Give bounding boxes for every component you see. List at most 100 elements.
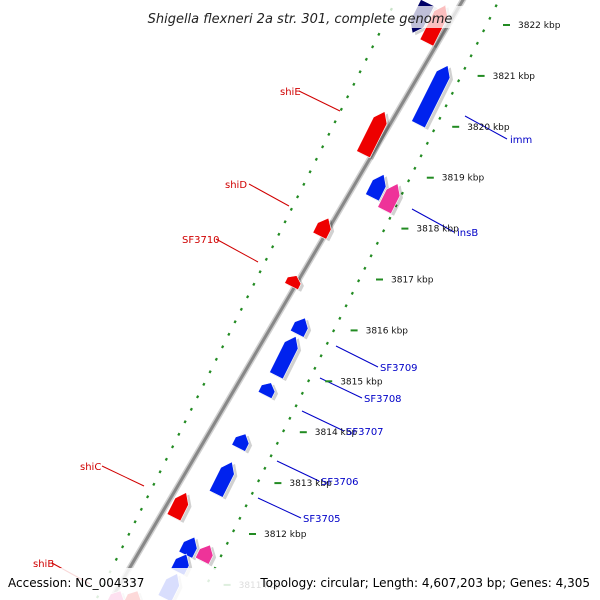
outer-tick <box>264 257 268 261</box>
outer-tick <box>302 182 306 186</box>
outer-tick <box>146 495 150 499</box>
label-leader <box>464 115 508 140</box>
outer-tick <box>296 195 300 199</box>
outer-tick <box>233 320 237 324</box>
gene-label-imm[interactable]: imm <box>510 135 532 146</box>
outer-tick <box>271 245 275 249</box>
inner-tick <box>494 4 498 8</box>
outer-tick <box>252 282 256 286</box>
inner-tick <box>463 66 467 70</box>
outer-tick <box>114 557 118 561</box>
gene-label-sf3706[interactable]: SF3706 <box>321 477 359 488</box>
inner-tick <box>400 191 404 195</box>
gene-feature[interactable] <box>365 173 387 202</box>
outer-tick <box>171 445 175 449</box>
gene-label-sf3705[interactable]: SF3705 <box>303 514 341 525</box>
inner-tick <box>275 441 279 445</box>
outer-tick <box>371 45 375 49</box>
gene-label-shib[interactable]: shiB <box>33 559 54 570</box>
outer-tick <box>139 507 143 511</box>
gene-feature[interactable] <box>356 111 388 159</box>
inner-tick <box>325 341 329 345</box>
inner-tick <box>225 541 229 545</box>
genome-summary-text: Topology: circular; Length: 4,607,203 bp… <box>259 576 590 590</box>
outer-tick <box>358 70 362 74</box>
outer-tick <box>158 470 162 474</box>
gene-feature[interactable] <box>257 382 276 400</box>
outer-tick <box>352 82 356 86</box>
outer-tick <box>164 457 168 461</box>
inner-tick <box>419 154 423 158</box>
label-leader <box>411 208 455 233</box>
outer-tick <box>277 232 281 236</box>
inner-tick <box>407 179 411 183</box>
outer-tick <box>246 295 250 299</box>
label-leader <box>301 410 345 432</box>
scale-label: 3812 kbp <box>264 530 307 540</box>
inner-tick <box>457 79 461 83</box>
outer-tick <box>364 57 368 61</box>
inner-tick <box>394 204 398 208</box>
outer-tick <box>221 345 225 349</box>
label-leader <box>257 497 302 519</box>
gene-label-sf3710[interactable]: SF3710 <box>182 235 220 246</box>
scale-label: 3818 kbp <box>416 225 459 235</box>
inner-tick <box>413 166 417 170</box>
label-leaders <box>51 90 508 585</box>
gene-label-sf3709[interactable]: SF3709 <box>380 363 418 374</box>
gene-feature[interactable] <box>411 65 451 129</box>
map-title: Shigella flexneri 2a str. 301, complete … <box>148 12 453 27</box>
outer-tick <box>333 120 337 124</box>
gene-feature[interactable] <box>284 275 302 291</box>
gene-feature[interactable] <box>178 536 198 559</box>
scale-label: 3820 kbp <box>467 123 510 133</box>
inner-tick <box>282 429 286 433</box>
outer-tick <box>308 170 312 174</box>
outer-tick <box>239 307 243 311</box>
inner-tick <box>257 479 261 483</box>
outer-tick <box>183 420 187 424</box>
outer-tick <box>189 407 193 411</box>
inner-tick <box>300 391 304 395</box>
outer-tick <box>214 357 218 361</box>
gene-feature[interactable] <box>166 492 189 522</box>
outer-tick <box>321 145 325 149</box>
scale-label: 3817 kbp <box>391 276 434 286</box>
inner-tick <box>269 454 273 458</box>
gene-feature[interactable] <box>289 317 309 338</box>
outer-tick <box>152 482 156 486</box>
gene-label-shie[interactable]: shiE <box>280 87 301 98</box>
gene-feature[interactable] <box>269 335 299 380</box>
gene-feature[interactable] <box>208 461 235 498</box>
scale-label: 3814 kbp <box>315 428 358 438</box>
title-backdrop <box>138 6 464 28</box>
outer-tick-track <box>96 7 393 599</box>
outer-tick <box>133 520 137 524</box>
gene-label-sf3708[interactable]: SF3708 <box>364 394 402 405</box>
inner-tick <box>332 329 336 333</box>
outer-tick <box>346 95 350 99</box>
inner-tick <box>288 416 292 420</box>
gene-feature[interactable] <box>312 217 332 240</box>
label-leader <box>276 460 320 482</box>
gene-feature[interactable] <box>194 544 214 565</box>
inner-tick <box>307 379 311 383</box>
inner-tick <box>263 466 267 470</box>
scale-label: 3816 kbp <box>366 326 409 336</box>
outer-tick <box>208 370 212 374</box>
outer-tick <box>314 157 318 161</box>
inner-tick <box>344 304 348 308</box>
gene-label-shid[interactable]: shiD <box>225 180 247 191</box>
gene-label-shic[interactable]: shiC <box>80 462 101 473</box>
inner-tick <box>338 316 342 320</box>
gene-label-insb[interactable]: insB <box>457 228 478 239</box>
gene-feature[interactable] <box>377 183 401 215</box>
outer-tick <box>289 207 293 211</box>
outer-tick <box>258 270 262 274</box>
outer-tick <box>227 332 231 336</box>
label-leader <box>101 465 145 487</box>
gene-label-sf3707[interactable]: SF3707 <box>346 427 384 438</box>
gene-feature[interactable] <box>231 433 250 452</box>
label-leader <box>248 183 290 207</box>
scale-label: 3819 kbp <box>442 174 485 184</box>
